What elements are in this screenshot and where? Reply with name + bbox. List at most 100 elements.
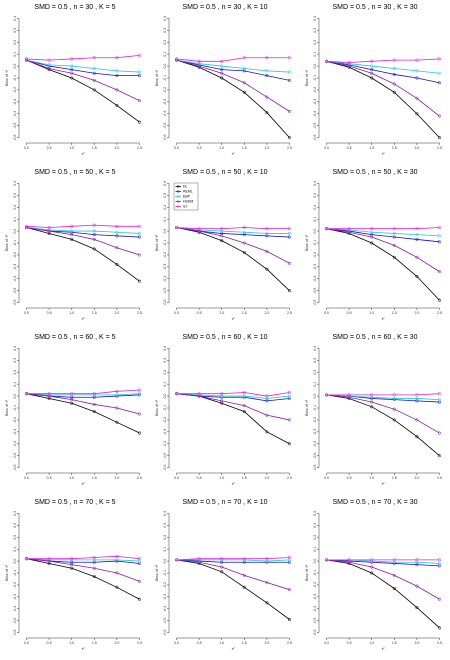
- x-tick-label: 0.0: [174, 146, 179, 150]
- y-tick-label: -0.1: [163, 570, 167, 576]
- x-tick-label: 1.0: [69, 476, 74, 480]
- series-line: [176, 59, 290, 73]
- y-tick-label: -0.2: [313, 417, 317, 423]
- series-line: [326, 228, 440, 301]
- y-tick-label: -0.6: [163, 300, 167, 306]
- point: [47, 557, 51, 561]
- point: [265, 580, 269, 585]
- y-tick-label: 0.1: [163, 52, 167, 57]
- point: [392, 90, 396, 94]
- y-tick-label: 0.0: [163, 229, 167, 234]
- point: [437, 561, 442, 566]
- panel-title: SMD = 0.5 , n = 70 , K = 5: [34, 499, 115, 506]
- point: [287, 394, 292, 398]
- point: [70, 229, 74, 233]
- y-tick-label: 0.0: [13, 229, 17, 234]
- point: [92, 78, 96, 82]
- x-tick-label: 1.5: [92, 311, 97, 315]
- series-line: [326, 227, 440, 230]
- point: [415, 396, 419, 401]
- point: [392, 227, 396, 231]
- y-axis-label: Bias of τ²: [154, 564, 159, 581]
- series-line: [326, 393, 440, 396]
- panel: SMD = 0.5 , n = 30 , K = 5 0.4 0.3 0.2 0.1 0.…: [4, 4, 142, 156]
- point: [265, 69, 269, 73]
- x-tick-label: 0.0: [24, 311, 29, 315]
- x-tick-label: 2.0: [414, 146, 419, 150]
- panel-title: SMD = 0.5 , n = 50 , K = 30: [332, 169, 417, 176]
- point: [242, 225, 246, 230]
- point: [415, 112, 419, 116]
- point: [92, 402, 96, 406]
- y-tick-label: 0.3: [163, 28, 167, 33]
- series-line: [176, 393, 290, 421]
- point: [370, 558, 374, 562]
- point: [115, 234, 119, 238]
- y-tick-label: 0.4: [313, 16, 317, 21]
- y-tick-label: -0.1: [13, 405, 17, 411]
- series-line: [26, 224, 140, 228]
- y-tick-label: -0.3: [163, 264, 167, 270]
- y-tick-label: 0.4: [13, 346, 17, 351]
- point: [415, 393, 419, 397]
- point: [115, 393, 119, 397]
- x-tick-label: 2.0: [114, 146, 119, 150]
- y-tick-label: 0.3: [13, 28, 17, 33]
- panel-title: SMD = 0.5 , n = 70 , K = 10: [182, 499, 267, 506]
- y-tick-label: -0.1: [313, 240, 317, 246]
- point: [115, 56, 119, 60]
- point: [287, 109, 292, 113]
- point: [92, 410, 96, 414]
- y-tick-label: -0.2: [13, 417, 17, 423]
- y-tick-label: -0.6: [163, 135, 167, 141]
- series-line: [26, 59, 140, 77]
- y-tick-label: 0.3: [313, 523, 317, 528]
- point: [220, 570, 224, 574]
- y-tick-label: -0.5: [313, 123, 317, 129]
- y-tick-label: -0.5: [13, 618, 17, 624]
- y-tick-label: -0.4: [163, 111, 167, 117]
- y-tick-label: 0.2: [163, 205, 167, 210]
- y-tick-label: 0.2: [313, 205, 317, 210]
- point: [324, 59, 329, 63]
- series-line: [26, 393, 140, 415]
- point: [115, 558, 119, 562]
- x-tick-label: 2.5: [287, 146, 292, 150]
- y-tick-label: 0.3: [13, 523, 17, 528]
- panel: SMD = 0.5 , n = 70 , K = 5 0.4 0.3 0.2 0.1 0.…: [4, 499, 142, 651]
- point: [392, 82, 396, 86]
- y-tick-label: 0.2: [313, 40, 317, 45]
- x-axis-label: τ²: [82, 481, 86, 486]
- y-tick-label: -0.5: [163, 618, 167, 624]
- point: [70, 64, 74, 68]
- series-line: [326, 394, 440, 434]
- y-tick-label: -0.2: [163, 252, 167, 258]
- point: [437, 234, 442, 238]
- point: [220, 565, 224, 569]
- series-line: [26, 59, 140, 123]
- x-tick-label: 1.0: [69, 641, 74, 645]
- y-tick-label: -0.3: [13, 264, 17, 270]
- point: [242, 573, 246, 577]
- point: [220, 68, 224, 72]
- point: [415, 255, 419, 259]
- panel-title: SMD = 0.5 , n = 30 , K = 5: [34, 4, 115, 11]
- point: [24, 58, 29, 62]
- y-tick-label: 0.2: [13, 535, 17, 540]
- point: [265, 557, 269, 561]
- x-axis-label: τ²: [232, 151, 236, 156]
- point: [287, 56, 292, 60]
- y-tick-label: -0.5: [313, 288, 317, 294]
- y-tick-label: 0.4: [313, 511, 317, 516]
- point: [392, 558, 396, 562]
- y-tick-label: -0.4: [163, 441, 167, 447]
- y-tick-label: -0.1: [313, 570, 317, 576]
- point: [370, 230, 374, 234]
- y-axis-label: Bias of τ²: [154, 399, 159, 416]
- y-tick-label: 0.3: [163, 358, 167, 363]
- series-line: [326, 60, 440, 84]
- point: [415, 584, 419, 588]
- point: [242, 585, 246, 589]
- y-tick-label: 0.0: [313, 559, 317, 564]
- x-tick-label: 0.0: [324, 476, 329, 480]
